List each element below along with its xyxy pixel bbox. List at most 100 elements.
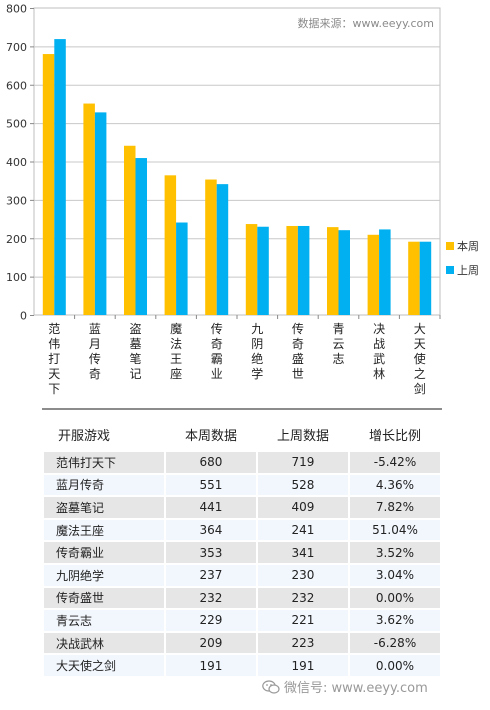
cell-this-week: 232	[165, 587, 256, 609]
x-tick-label: 大	[414, 322, 426, 336]
header-this-week: 本周数据	[165, 418, 256, 450]
cell-game: 范伟打天下	[44, 452, 164, 473]
x-tick-label: 盗	[129, 321, 141, 336]
header-last-week: 上周数据	[257, 418, 348, 450]
y-tick-label: 0	[20, 310, 27, 323]
x-tick-label: 下	[48, 382, 60, 396]
table-row: 蓝月传奇 551 528 4.36%	[44, 474, 440, 496]
bar-this-week	[367, 234, 380, 315]
x-tick-label: 墓	[129, 337, 141, 351]
header-growth: 增长比例	[349, 418, 440, 450]
cell-last-week: 191	[257, 655, 348, 676]
y-tick-label: 100	[6, 271, 27, 284]
x-tick-label: 阴	[251, 337, 263, 351]
x-tick-label: 使	[414, 351, 426, 366]
x-tick-label: 奇	[89, 367, 101, 381]
bar-this-week	[205, 179, 217, 315]
cell-growth: 3.52%	[349, 542, 440, 563]
cell-this-week: 441	[165, 497, 256, 518]
table-header-row: 开服游戏 本周数据 上周数据 增长比例	[44, 418, 440, 450]
legend-label: 上周	[457, 264, 479, 277]
cell-game: 传奇盛世	[44, 587, 164, 609]
cell-growth: 0.00%	[349, 655, 440, 676]
cell-last-week: 232	[257, 587, 348, 609]
cell-game: 蓝月传奇	[44, 474, 164, 496]
x-tick-label: 决	[373, 322, 385, 336]
bar-last-week	[176, 222, 188, 315]
bar-this-week	[286, 225, 298, 315]
cell-growth: 7.82%	[349, 497, 440, 518]
x-tick-label: 青	[332, 322, 344, 336]
table-row: 范伟打天下 680 719 -5.42%	[44, 452, 440, 473]
y-tick-label: 400	[6, 156, 27, 169]
x-tick-label: 九	[251, 322, 263, 336]
divider	[42, 408, 442, 410]
x-tick-label: 记	[129, 367, 141, 381]
x-tick-label: 绝	[251, 351, 263, 366]
x-tick-label: 奇	[292, 337, 304, 351]
x-tick-label: 武	[373, 352, 385, 366]
x-tick-label: 世	[292, 367, 304, 381]
x-tick-label: 打	[48, 352, 60, 366]
table-row: 盗墓笔记 441 409 7.82%	[44, 497, 440, 518]
bar-this-week	[164, 175, 177, 315]
x-tick-label: 伟	[48, 337, 60, 351]
cell-growth: 3.62%	[349, 610, 440, 631]
cell-growth: 4.36%	[349, 474, 440, 496]
x-tick-label: 王	[170, 352, 182, 366]
cell-this-week: 229	[165, 610, 256, 631]
cell-last-week: 223	[257, 632, 348, 654]
cell-this-week: 551	[165, 474, 256, 496]
watermark: 微信号: www.eeyy.com	[262, 677, 428, 696]
x-tick-label: 笔	[129, 351, 141, 366]
cell-game: 九阴绝学	[44, 564, 164, 586]
table-row: 大天使之剑 191 191 0.00%	[44, 655, 440, 676]
table-row: 决战武林 209 223 -6.28%	[44, 632, 440, 654]
cell-this-week: 209	[165, 632, 256, 654]
cell-growth: 0.00%	[349, 587, 440, 609]
x-tick-label: 传	[211, 321, 223, 336]
cell-game: 传奇霸业	[44, 542, 164, 563]
bar-last-week	[419, 241, 432, 315]
cell-growth: -6.28%	[349, 632, 440, 654]
x-tick-label: 霸	[211, 352, 223, 366]
legend-label: 本周	[457, 239, 479, 253]
y-tick-label: 600	[6, 79, 27, 92]
cell-last-week: 528	[257, 474, 348, 496]
cell-last-week: 341	[257, 542, 348, 563]
bar-this-week	[408, 241, 420, 315]
bar-chart: 0 100 200 300 400 500 600 700 800 数据来源：www.eeyy.c…	[6, 3, 479, 397]
x-tick-label: 战	[373, 337, 385, 351]
bar-last-week	[135, 158, 147, 315]
cell-last-week: 719	[257, 452, 348, 473]
bar-last-week	[257, 226, 269, 315]
x-tick-label: 法	[170, 337, 182, 351]
cell-game: 魔法王座	[44, 519, 164, 541]
bar-last-week	[379, 229, 391, 315]
x-tick-label: 云	[332, 337, 344, 351]
bar-last-week	[94, 112, 107, 315]
legend-swatch	[446, 266, 454, 274]
x-tick-label: 魔	[170, 321, 182, 336]
x-tick-label: 月	[89, 337, 101, 351]
cell-growth: -5.42%	[349, 452, 440, 473]
cell-growth: 3.04%	[349, 564, 440, 586]
x-tick-label: 天	[414, 337, 426, 351]
bar-last-week	[216, 184, 229, 315]
cell-this-week: 680	[165, 452, 256, 473]
y-tick-label: 200	[6, 233, 27, 246]
bar-this-week	[245, 224, 258, 315]
x-tick-label: 传	[292, 321, 304, 336]
x-tick-label: 学	[251, 366, 263, 381]
source-text: 数据来源：www.eeyy.com	[298, 16, 434, 30]
y-tick-label: 500	[6, 118, 27, 131]
cell-game: 大天使之剑	[44, 655, 164, 676]
header-game: 开服游戏	[44, 418, 164, 450]
cell-game: 决战武林	[44, 632, 164, 654]
y-tick-label: 300	[6, 194, 27, 207]
cell-this-week: 237	[165, 564, 256, 586]
bar-this-week	[42, 54, 55, 316]
bar-this-week	[124, 145, 136, 315]
x-tick-label: 业	[211, 367, 223, 381]
cell-this-week: 191	[165, 655, 256, 676]
